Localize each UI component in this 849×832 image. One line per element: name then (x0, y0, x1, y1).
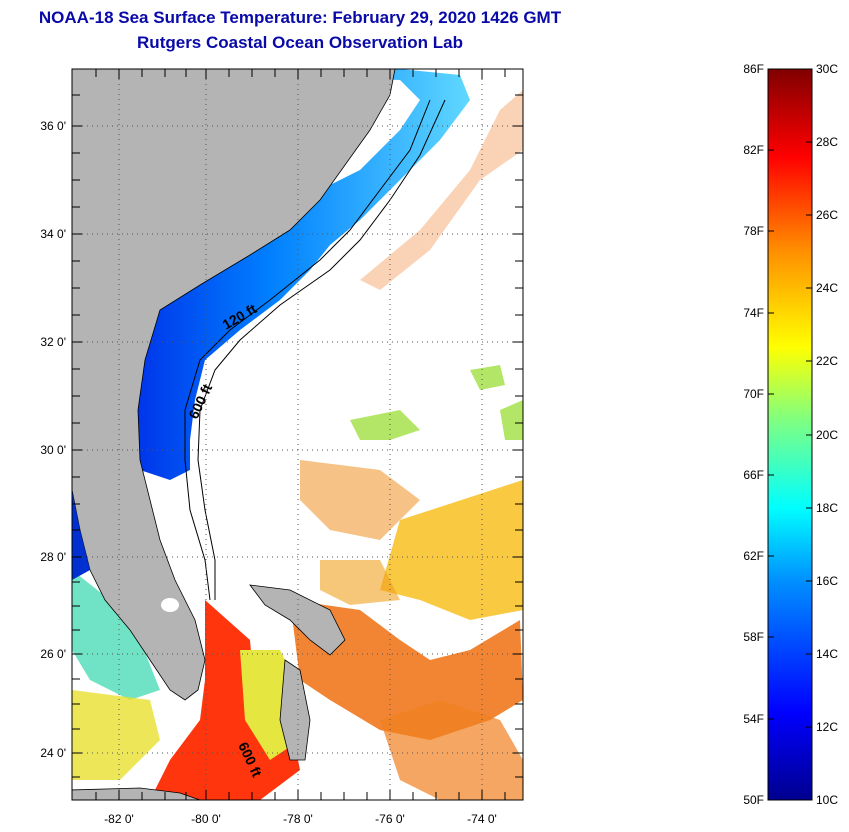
colorbar-c-label: 18C (816, 501, 838, 515)
colorbar-f-label: 58F (743, 630, 764, 644)
land-bahamas-andros (279, 659, 311, 761)
lat-label: 36 0' (40, 119, 66, 133)
colorbar-f-label: 74F (743, 306, 764, 320)
colorbar-c-label: 30C (816, 62, 838, 76)
colorbar-c-label: 14C (816, 647, 838, 661)
lat-label: 32 0' (40, 335, 66, 349)
lon-label: -76 0' (375, 812, 405, 826)
lake-okeechobee (161, 598, 179, 612)
colorbar-f-label: 62F (743, 549, 764, 563)
lon-label: -80 0' (191, 812, 221, 826)
lon-label: -74 0' (467, 812, 497, 826)
lon-label: -82 0' (104, 812, 134, 826)
colorbar-gradient (767, 68, 813, 801)
colorbar: 86F 82F 78F 74F 70F 66F 62F 58F 54F 50F … (743, 62, 838, 807)
lon-label: -78 0' (283, 812, 313, 826)
isobath-120ft (184, 99, 431, 601)
colorbar-f-label: 50F (743, 793, 764, 807)
lat-label: 28 0' (40, 550, 66, 564)
colorbar-f-label: 66F (743, 468, 764, 482)
land-mainland (72, 69, 396, 701)
colorbar-c-label: 26C (816, 208, 838, 222)
lat-label: 26 0' (40, 647, 66, 661)
map-subtitle: Rutgers Coastal Ocean Observation Lab (137, 33, 463, 52)
colorbar-f-label: 82F (743, 143, 764, 157)
colorbar-c-label: 16C (816, 574, 838, 588)
lat-label: 34 0' (40, 227, 66, 241)
colorbar-c-label: 20C (816, 428, 838, 442)
land-cuba (72, 787, 201, 800)
colorbar-f-label: 54F (743, 712, 764, 726)
colorbar-f-label: 70F (743, 387, 764, 401)
colorbar-c-label: 10C (816, 793, 838, 807)
cold-shelf-water (72, 69, 470, 480)
colorbar-c-label: 24C (816, 281, 838, 295)
colorbar-f-label: 86F (743, 62, 764, 76)
lat-label: 24 0' (40, 746, 66, 760)
colorbar-f-label: 78F (743, 224, 764, 238)
colorbar-c-label: 12C (816, 720, 838, 734)
colorbar-c-label: 28C (816, 135, 838, 149)
graticule (72, 69, 523, 800)
colorbar-c-label: 22C (816, 354, 838, 368)
map-title: NOAA-18 Sea Surface Temperature: Februar… (38, 8, 562, 27)
lat-label: 30 0' (40, 443, 66, 457)
frame-ticks (72, 69, 523, 800)
